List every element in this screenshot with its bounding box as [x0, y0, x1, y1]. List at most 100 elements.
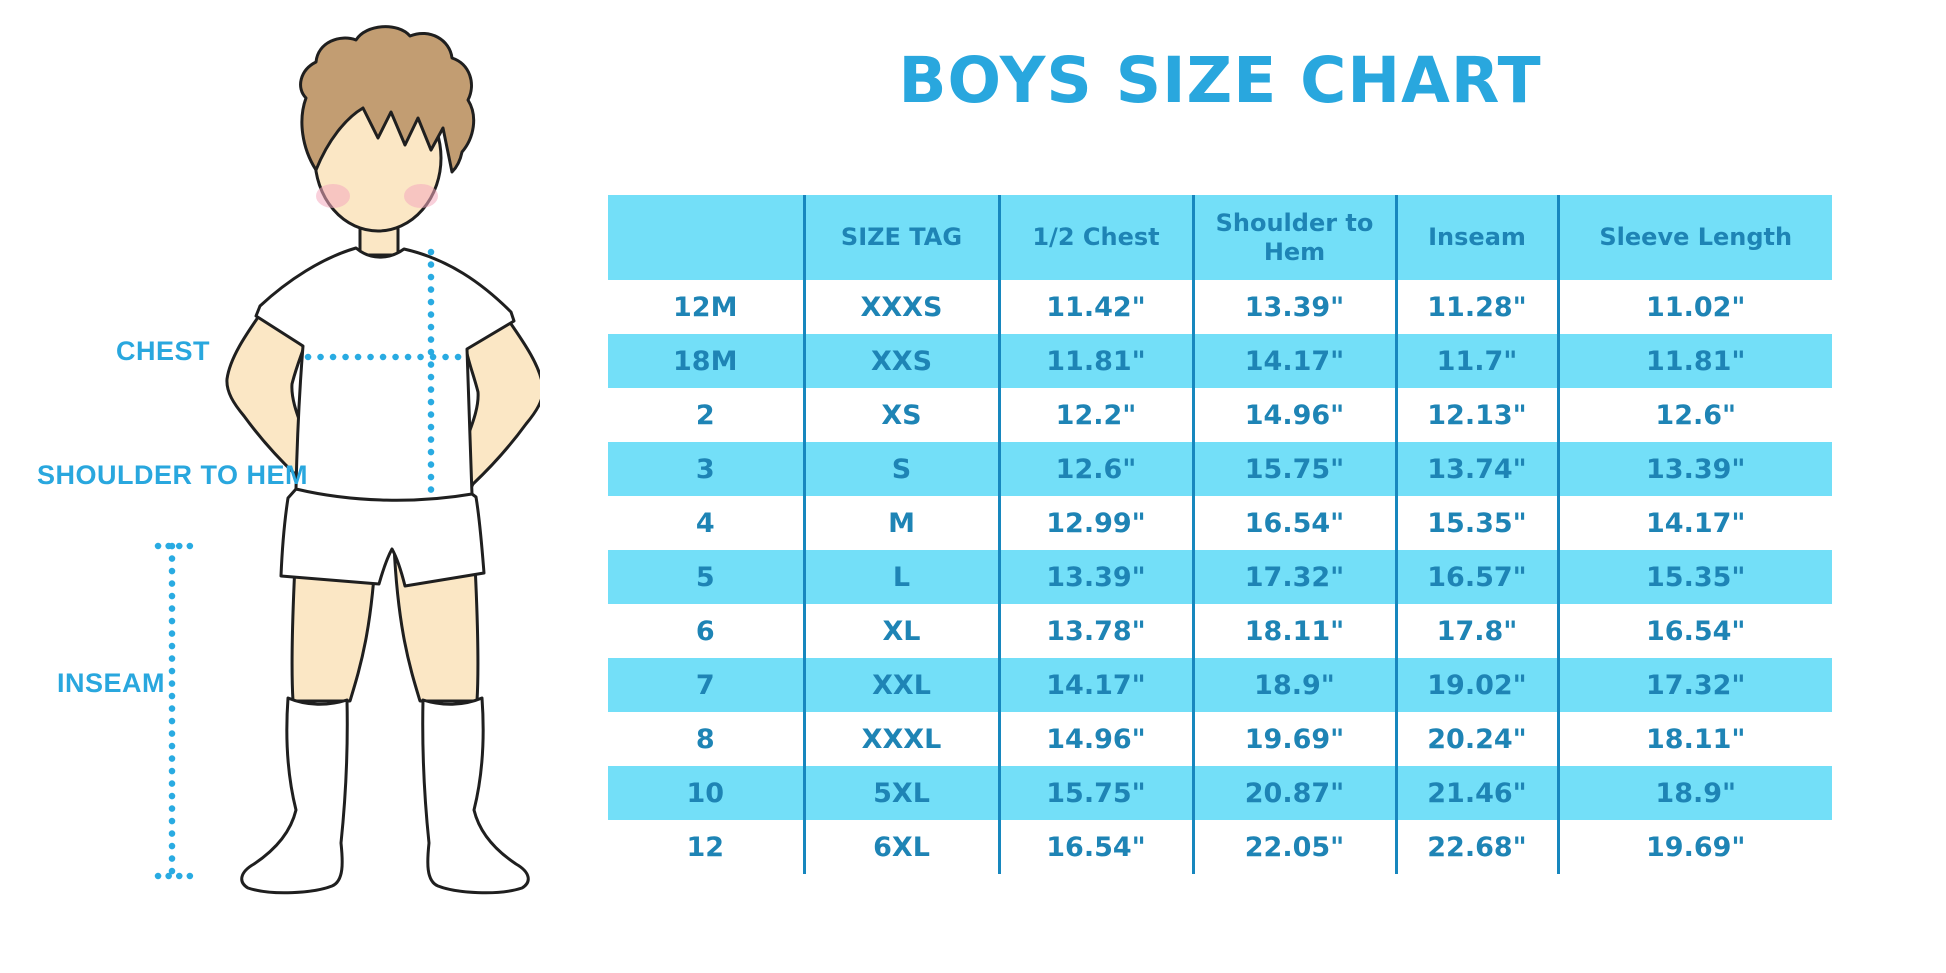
- table-row: 4 M 12.99" 16.54" 15.35" 14.17": [608, 496, 1832, 550]
- boy-left-sock: [240, 696, 349, 895]
- cell-shoulder-to-hem: 15.75": [1191, 442, 1396, 496]
- table-row: 8 XXXL 14.96" 19.69" 20.24" 18.11": [608, 712, 1832, 766]
- cell-inseam: 11.28": [1394, 280, 1558, 334]
- cell-inseam: 15.35": [1394, 496, 1558, 550]
- cell-shoulder-to-hem: 22.05": [1191, 820, 1396, 874]
- table-row: 2 XS 12.2" 14.96" 12.13" 12.6": [608, 388, 1832, 442]
- cell-inseam: 22.68": [1394, 820, 1558, 874]
- header-cell-inseam: Inseam: [1394, 195, 1558, 280]
- boy-right-arm: [464, 319, 540, 500]
- cell-half-chest: 13.78": [997, 604, 1193, 658]
- cell-half-chest: 12.2": [997, 388, 1193, 442]
- size-table: SIZE TAG 1/2 Chest Shoulder to Hem Insea…: [608, 195, 1832, 874]
- header-cell-size-tag: SIZE TAG: [802, 195, 999, 280]
- size-table-body: 12M XXXS 11.42" 13.39" 11.28" 11.02" 18M…: [608, 280, 1832, 874]
- table-row: 6 XL 13.78" 18.11" 17.8" 16.54": [608, 604, 1832, 658]
- table-row: 12M XXXS 11.42" 13.39" 11.28" 11.02": [608, 280, 1832, 334]
- cell-half-chest: 12.99": [997, 496, 1193, 550]
- header-row: SIZE TAG 1/2 Chest Shoulder to Hem Insea…: [608, 195, 1832, 280]
- cell-size: 8: [608, 712, 804, 766]
- cell-size: 18M: [608, 334, 804, 388]
- boy-right-sock: [421, 696, 530, 895]
- cell-shoulder-to-hem: 13.39": [1191, 280, 1396, 334]
- cell-inseam: 20.24": [1394, 712, 1558, 766]
- page-title: BOYS SIZE CHART: [898, 44, 1542, 117]
- cell-size-tag: XS: [802, 388, 999, 442]
- cell-size-tag: 5XL: [802, 766, 999, 820]
- cell-sleeve-length: 13.39": [1556, 442, 1832, 496]
- boy-blush-left: [316, 184, 350, 208]
- cell-half-chest: 11.81": [997, 334, 1193, 388]
- cell-sleeve-length: 15.35": [1556, 550, 1832, 604]
- cell-size: 2: [608, 388, 804, 442]
- cell-inseam: 13.74": [1394, 442, 1558, 496]
- cell-half-chest: 12.6": [997, 442, 1193, 496]
- cell-size: 6: [608, 604, 804, 658]
- cell-size-tag: XXL: [802, 658, 999, 712]
- header-cell-sleeve-length: Sleeve Length: [1556, 195, 1832, 280]
- cell-sleeve-length: 17.32": [1556, 658, 1832, 712]
- boy-shorts: [279, 487, 486, 588]
- inseam-label: INSEAM: [57, 668, 166, 698]
- cell-half-chest: 14.17": [997, 658, 1193, 712]
- cell-half-chest: 13.39": [997, 550, 1193, 604]
- cell-sleeve-length: 11.81": [1556, 334, 1832, 388]
- cell-half-chest: 16.54": [997, 820, 1193, 874]
- boy-shirt: [254, 246, 516, 502]
- cell-shoulder-to-hem: 17.32": [1191, 550, 1396, 604]
- cell-size: 4: [608, 496, 804, 550]
- boy-left-leg: [290, 543, 378, 703]
- cell-size-tag: XXXL: [802, 712, 999, 766]
- cell-size: 3: [608, 442, 804, 496]
- boy-blush-right: [404, 184, 438, 208]
- cell-half-chest: 15.75": [997, 766, 1193, 820]
- header-cell-half-chest: 1/2 Chest: [997, 195, 1193, 280]
- table-row: 12 6XL 16.54" 22.05" 22.68" 19.69": [608, 820, 1832, 874]
- cell-size-tag: M: [802, 496, 999, 550]
- cell-size: 10: [608, 766, 804, 820]
- cell-inseam: 12.13": [1394, 388, 1558, 442]
- cell-inseam: 17.8": [1394, 604, 1558, 658]
- cell-inseam: 21.46": [1394, 766, 1558, 820]
- boy-left-arm: [225, 311, 306, 492]
- cell-sleeve-length: 11.02": [1556, 280, 1832, 334]
- boy-hair: [299, 25, 476, 174]
- header-cell-blank: [608, 195, 804, 280]
- table-row: 3 S 12.6" 15.75" 13.74" 13.39": [608, 442, 1832, 496]
- cell-sleeve-length: 16.54": [1556, 604, 1832, 658]
- table-row: 5 L 13.39" 17.32" 16.57" 15.35": [608, 550, 1832, 604]
- cell-size: 7: [608, 658, 804, 712]
- table-row: 10 5XL 15.75" 20.87" 21.46" 18.9": [608, 766, 1832, 820]
- header-cell-shoulder-to-hem: Shoulder to Hem: [1191, 195, 1396, 280]
- cell-size: 12: [608, 820, 804, 874]
- boy-illustration: [154, 25, 540, 895]
- cell-shoulder-to-hem: 16.54": [1191, 496, 1396, 550]
- cell-inseam: 11.7": [1394, 334, 1558, 388]
- cell-shoulder-to-hem: 14.17": [1191, 334, 1396, 388]
- cell-sleeve-length: 14.17": [1556, 496, 1832, 550]
- chest-label: CHEST: [116, 336, 211, 366]
- cell-shoulder-to-hem: 18.9": [1191, 658, 1396, 712]
- cell-size-tag: S: [802, 442, 999, 496]
- cell-sleeve-length: 12.6": [1556, 388, 1832, 442]
- cell-size: 5: [608, 550, 804, 604]
- cell-half-chest: 14.96": [997, 712, 1193, 766]
- cell-inseam: 19.02": [1394, 658, 1558, 712]
- cell-sleeve-length: 18.9": [1556, 766, 1832, 820]
- table-row: 18M XXS 11.81" 14.17" 11.7" 11.81": [608, 334, 1832, 388]
- cell-sleeve-length: 19.69": [1556, 820, 1832, 874]
- cell-shoulder-to-hem: 14.96": [1191, 388, 1396, 442]
- shoulder-to-hem-label: SHOULDER TO HEM: [37, 460, 309, 490]
- cell-size-tag: XL: [802, 604, 999, 658]
- cell-inseam: 16.57": [1394, 550, 1558, 604]
- cell-sleeve-length: 18.11": [1556, 712, 1832, 766]
- cell-size-tag: L: [802, 550, 999, 604]
- cell-size-tag: XXXS: [802, 280, 999, 334]
- cell-shoulder-to-hem: 20.87": [1191, 766, 1396, 820]
- table-row: 7 XXL 14.17" 18.9" 19.02" 17.32": [608, 658, 1832, 712]
- cell-half-chest: 11.42": [997, 280, 1193, 334]
- cell-shoulder-to-hem: 19.69": [1191, 712, 1396, 766]
- cell-size-tag: 6XL: [802, 820, 999, 874]
- cell-shoulder-to-hem: 18.11": [1191, 604, 1396, 658]
